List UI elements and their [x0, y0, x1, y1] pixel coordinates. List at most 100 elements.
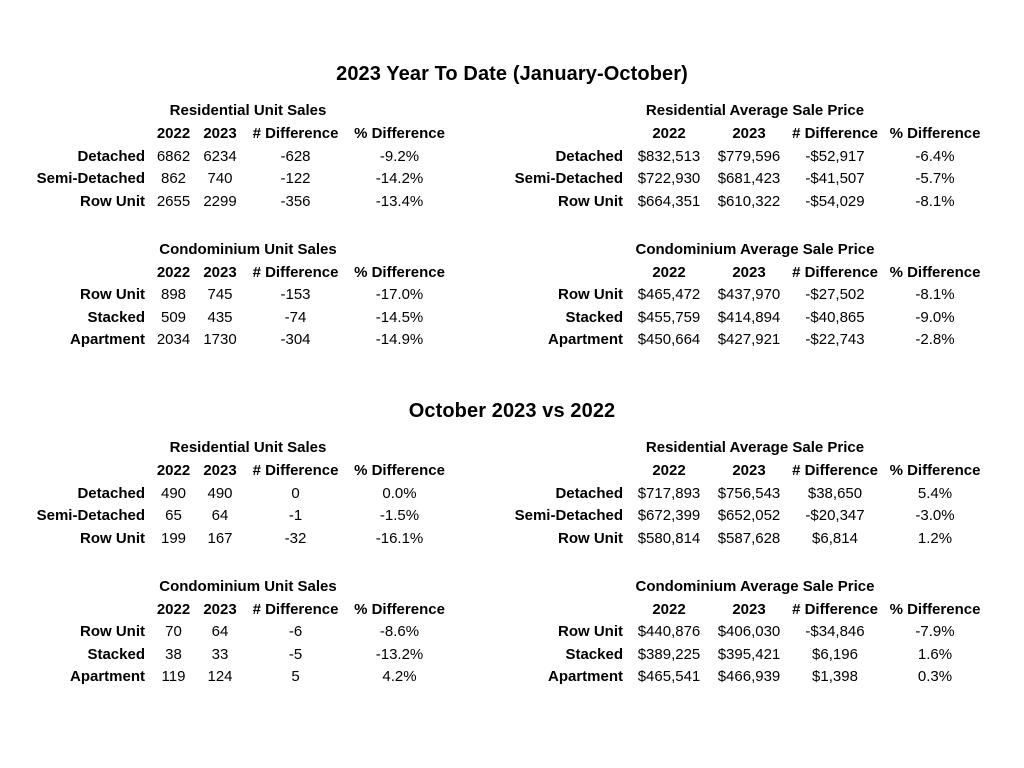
- cell-2022: 490: [160, 484, 187, 502]
- cell-2022: $465,472: [637, 286, 701, 304]
- header-2022: 2022: [652, 263, 686, 281]
- row-label: Detached: [555, 484, 623, 502]
- cell-2022: $717,893: [637, 484, 701, 502]
- cell-2023: 2299: [203, 192, 237, 210]
- header-2023: 2023: [732, 462, 766, 479]
- cell-pct-difference: -17.0%: [375, 286, 424, 304]
- table-condominium-avg-sale-price-ytd: Condominium Average Sale Price 2022 2023…: [512, 238, 1024, 352]
- cell-num-difference: -$52,917: [805, 147, 865, 165]
- cell-num-difference: -356: [280, 192, 311, 210]
- table-row: Row Unit 199 167 -32 -16.1%: [16, 527, 512, 550]
- table-residential-unit-sales-october: Residential Unit Sales 2022 2023 # Diffe…: [0, 436, 512, 550]
- table-title: Condominium Average Sale Price: [635, 577, 875, 595]
- row-label: Apartment: [69, 331, 145, 349]
- header-2023: 2023: [203, 462, 237, 479]
- table-row: Detached $717,893 $756,543 $38,650 5.4%: [514, 482, 1024, 505]
- cell-pct-difference: -8.1%: [915, 286, 955, 304]
- table-row: Stacked $455,759 $414,894 -$40,865 -9.0%: [514, 306, 1024, 329]
- cell-pct-difference: -7.9%: [915, 623, 955, 641]
- header-num-difference: # Difference: [792, 462, 878, 479]
- table-row: Row Unit $465,472 $437,970 -$27,502 -8.1…: [514, 284, 1024, 307]
- row-label: Semi-Detached: [36, 170, 145, 188]
- header-2022: 2022: [156, 462, 191, 479]
- cell-2023: 740: [207, 170, 233, 188]
- table-row: Detached 6862 6234 -628 -9.2%: [16, 145, 512, 168]
- table-title: Residential Average Sale Price: [645, 102, 865, 119]
- table-row: Semi-Detached 65 64 -1 -1.5%: [16, 505, 512, 528]
- header-num-difference: # Difference: [792, 600, 878, 618]
- row-label: Row Unit: [558, 286, 623, 304]
- cell-2023: 124: [207, 668, 233, 686]
- cell-2022: $440,876: [637, 623, 701, 641]
- header-num-difference: # Difference: [252, 462, 339, 479]
- cell-2023: 490: [207, 484, 233, 502]
- cell-pct-difference: -14.2%: [375, 170, 424, 188]
- cell-num-difference: 0: [291, 484, 300, 502]
- table-header-row: 2022 2023 # Difference % Difference: [16, 598, 512, 621]
- header-num-difference: # Difference: [252, 263, 339, 281]
- cell-2022: 119: [161, 668, 186, 686]
- cell-num-difference: -74: [284, 308, 307, 326]
- cell-2023: $756,543: [717, 484, 781, 502]
- section-title-october: October 2023 vs 2022: [408, 400, 616, 422]
- header-num-difference: # Difference: [252, 600, 339, 618]
- cell-pct-difference: 1.2%: [917, 529, 953, 547]
- cell-2023: $466,939: [717, 668, 781, 686]
- table-row: Detached 490 490 0 0.0%: [16, 482, 512, 505]
- table-condominium-unit-sales-ytd: Condominium Unit Sales 2022 2023 # Diffe…: [0, 238, 512, 352]
- cell-2023: $414,894: [717, 308, 781, 326]
- cell-2022: $664,351: [637, 192, 701, 210]
- header-pct-difference: % Difference: [354, 600, 445, 618]
- table-title: Condominium Unit Sales: [159, 577, 337, 595]
- cell-num-difference: $6,814: [812, 529, 858, 547]
- row-label: Detached: [77, 484, 145, 502]
- tables-grid-october: Residential Unit Sales 2022 2023 # Diffe…: [0, 436, 1024, 688]
- row-label: Row Unit: [80, 623, 145, 641]
- cell-2022: 199: [160, 529, 187, 547]
- cell-num-difference: -$27,502: [805, 286, 865, 304]
- table-residential-avg-sale-price-ytd: Residential Average Sale Price 2022 2023…: [512, 99, 1024, 213]
- cell-2022: $580,814: [637, 529, 701, 547]
- cell-pct-difference: 5.4%: [917, 484, 953, 502]
- cell-2022: 38: [165, 645, 182, 663]
- cell-2022: $465,541: [637, 668, 701, 686]
- cell-num-difference: -$22,743: [805, 331, 865, 349]
- cell-2023: $406,030: [717, 623, 781, 641]
- cell-2022: 898: [160, 286, 187, 304]
- cell-num-difference: 5: [291, 668, 300, 686]
- header-2023: 2023: [732, 600, 766, 618]
- section-ytd: 2023 Year To Date (January-October) Resi…: [0, 62, 1024, 351]
- cell-num-difference: -122: [280, 170, 311, 188]
- row-label: Semi-Detached: [514, 170, 623, 188]
- header-pct-difference: % Difference: [889, 125, 981, 142]
- header-2023: 2023: [203, 600, 237, 618]
- table-row: Semi-Detached $722,930 $681,423 -$41,507…: [514, 168, 1024, 191]
- table-row: Stacked $389,225 $395,421 $6,196 1.6%: [514, 643, 1024, 666]
- header-pct-difference: % Difference: [354, 462, 445, 479]
- table-header-row: 2022 2023 # Difference % Difference: [514, 598, 1024, 621]
- header-pct-difference: % Difference: [889, 462, 981, 479]
- table-row: Stacked 38 33 -5 -13.2%: [16, 643, 512, 666]
- cell-pct-difference: 4.2%: [382, 668, 417, 686]
- row-label: Apartment: [547, 668, 623, 686]
- cell-pct-difference: -13.2%: [375, 645, 424, 663]
- cell-2023: 1730: [203, 331, 237, 349]
- table-header-row: 2022 2023 # Difference % Difference: [514, 261, 1024, 284]
- row-label: Apartment: [547, 331, 623, 349]
- cell-num-difference: -32: [284, 529, 307, 547]
- cell-num-difference: -304: [280, 331, 311, 349]
- cell-num-difference: -$41,507: [805, 170, 865, 188]
- cell-pct-difference: 1.6%: [917, 645, 953, 663]
- cell-pct-difference: -5.7%: [915, 170, 955, 188]
- table-header-row: 2022 2023 # Difference % Difference: [16, 261, 512, 284]
- header-pct-difference: % Difference: [889, 263, 981, 281]
- header-2022: 2022: [156, 125, 191, 142]
- cell-num-difference: $6,196: [812, 645, 858, 663]
- cell-pct-difference: -16.1%: [375, 529, 424, 547]
- cell-2023: 64: [211, 507, 229, 525]
- row-label: Row Unit: [80, 286, 145, 304]
- cell-2022: 2034: [156, 331, 191, 349]
- table-title: Residential Average Sale Price: [645, 439, 865, 456]
- cell-2022: $389,225: [637, 645, 701, 663]
- cell-pct-difference: -14.9%: [375, 331, 424, 349]
